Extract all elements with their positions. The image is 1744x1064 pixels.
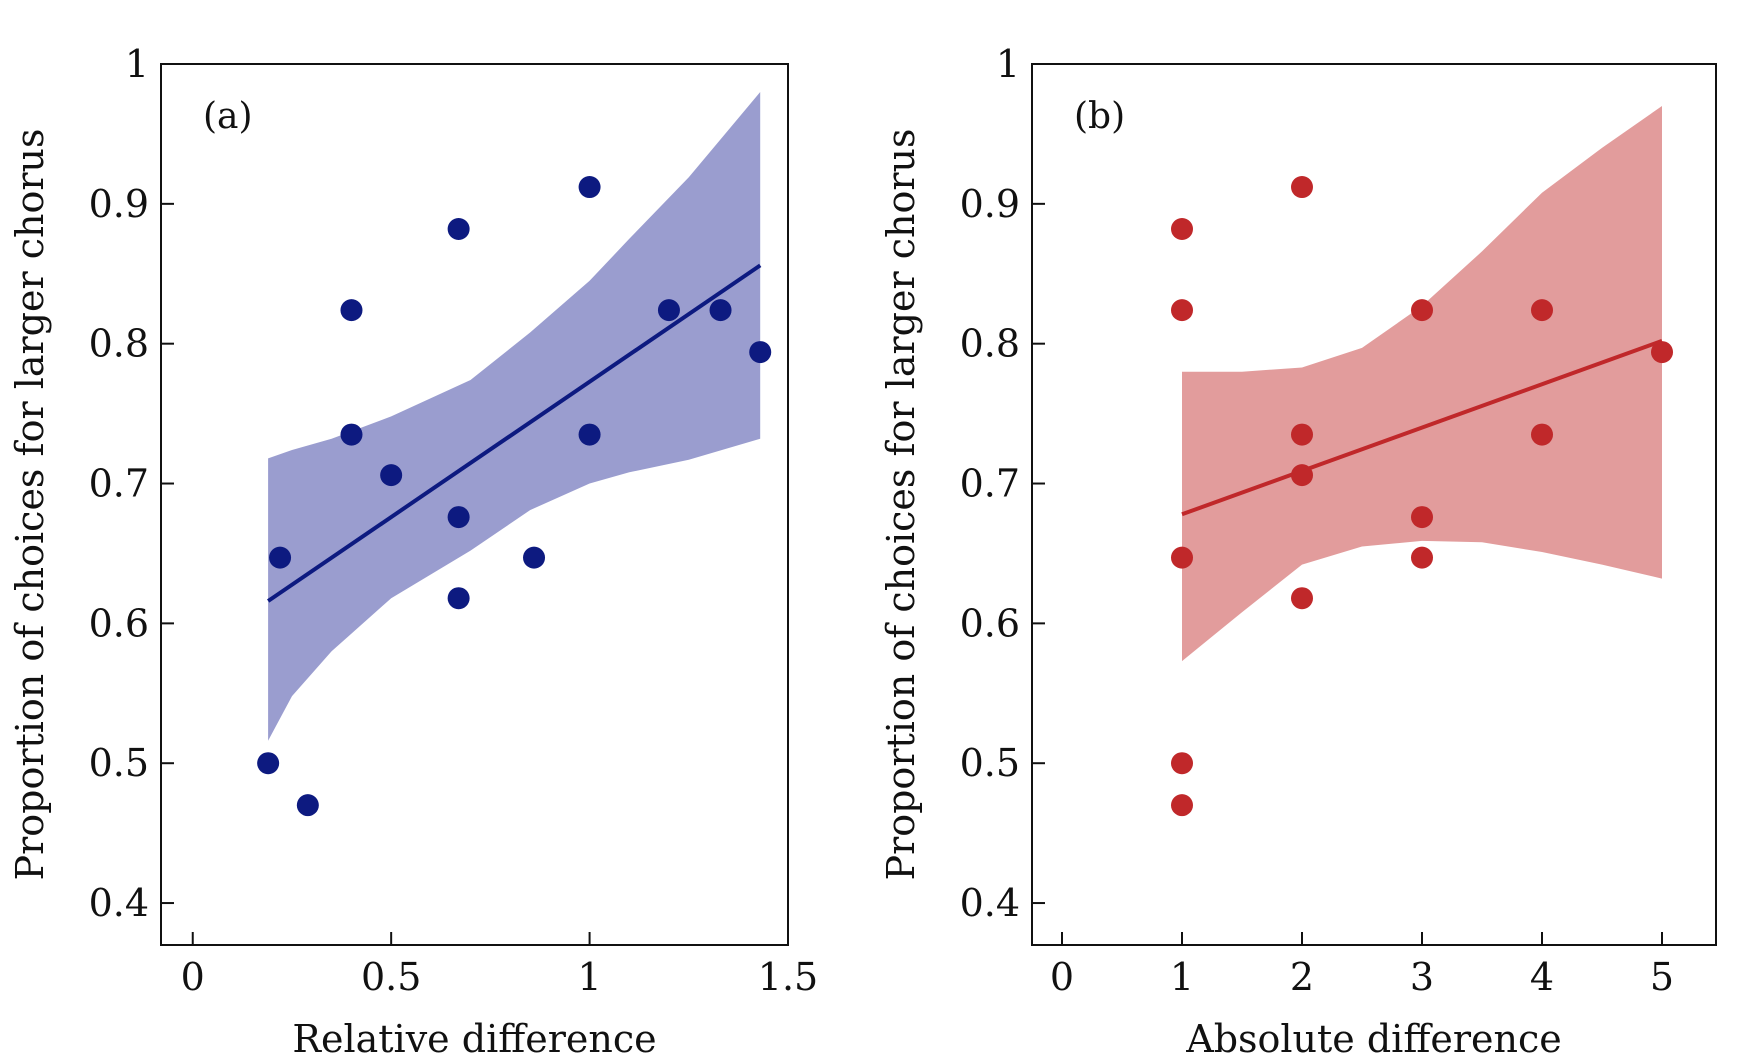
- data-point: [447, 587, 470, 610]
- data-point: [1291, 464, 1313, 487]
- y-tick-label: 0.5: [960, 741, 1020, 785]
- data-point: [1171, 752, 1193, 775]
- y-axis-label: Proportion of choices for larger chorus: [879, 129, 923, 881]
- y-tick-label: 1: [996, 42, 1020, 86]
- y-tick-label: 0.8: [89, 322, 149, 366]
- confidence-band-layer: [1182, 106, 1662, 662]
- y-tick-label: 0.7: [89, 462, 149, 506]
- y-tick-label: 1: [125, 42, 149, 86]
- x-ticks: 0 0.5 1 1.5: [181, 932, 818, 999]
- data-point: [380, 464, 403, 487]
- y-ticks: 0.4 0.5 0.6 0.7 0.8 0.9 1: [960, 42, 1045, 925]
- panel-label: (b): [1074, 96, 1125, 137]
- x-tick-label: 0: [181, 955, 205, 999]
- y-tick-label: 0.8: [960, 322, 1020, 366]
- fit-line-layer: [1181, 339, 1663, 517]
- data-point: [447, 218, 470, 241]
- x-tick-label: 1: [1170, 955, 1194, 999]
- y-tick-label: 0.6: [960, 601, 1020, 645]
- y-tick-label: 0.4: [960, 881, 1020, 925]
- data-point: [523, 546, 546, 569]
- y-tick-label: 0.9: [89, 182, 149, 226]
- points-layer: [257, 176, 772, 817]
- confidence-band: [268, 92, 761, 741]
- x-tick-label: 0.5: [361, 955, 421, 999]
- data-point: [1651, 341, 1673, 364]
- data-point: [1291, 423, 1313, 446]
- confidence-band-layer: [268, 92, 761, 741]
- x-axis-label: Absolute difference: [1185, 1017, 1561, 1061]
- data-point: [340, 423, 363, 446]
- data-point: [296, 794, 319, 817]
- panel-b: 0 1 2 3 4 5 0.4 0.5 0.6 0.7 0.8 0.9 1 (b) Absolute …: [879, 42, 1717, 1061]
- points-layer: [1171, 176, 1673, 817]
- data-point: [1411, 546, 1433, 569]
- data-point: [1411, 299, 1433, 322]
- x-tick-label: 3: [1410, 955, 1434, 999]
- x-axis-label: Relative difference: [292, 1017, 656, 1061]
- plot-frame: [160, 63, 789, 946]
- y-tick-label: 0.4: [89, 881, 149, 925]
- data-point: [1291, 176, 1313, 199]
- y-tick-label: 0.5: [89, 741, 149, 785]
- y-tick-label: 0.6: [89, 601, 149, 645]
- fit-line: [1181, 339, 1663, 517]
- data-point: [578, 423, 601, 446]
- panel-label: (a): [203, 96, 253, 137]
- data-point: [657, 299, 680, 322]
- x-tick-label: 4: [1530, 955, 1554, 999]
- data-point: [1291, 587, 1313, 610]
- y-tick-label: 0.9: [960, 182, 1020, 226]
- x-tick-label: 2: [1290, 955, 1314, 999]
- x-tick-label: 1: [577, 955, 601, 999]
- fit-line: [267, 263, 762, 603]
- x-tick-label: 1.5: [758, 955, 818, 999]
- data-point: [1531, 423, 1553, 446]
- x-tick-label: 0: [1050, 955, 1074, 999]
- y-tick-label: 0.7: [960, 462, 1020, 506]
- fit-line-layer: [267, 263, 762, 603]
- x-tick-label: 5: [1650, 955, 1674, 999]
- data-point: [1411, 506, 1433, 529]
- data-point: [447, 506, 470, 529]
- data-point: [578, 176, 601, 199]
- panel-a: 0 0.5 1 1.5 0.4 0.5 0.6 0.7 0.8 0.9 1 (a) Relativ…: [8, 42, 818, 1061]
- data-point: [1171, 299, 1193, 322]
- plot-frame: [1031, 63, 1717, 946]
- x-ticks: 0 1 2 3 4 5: [1050, 932, 1674, 999]
- data-point: [340, 299, 363, 322]
- y-ticks: 0.4 0.5 0.6 0.7 0.8 0.9 1: [89, 42, 174, 925]
- y-axis-label: Proportion of choices for larger chorus: [8, 129, 52, 881]
- data-point: [1171, 218, 1193, 241]
- data-point: [1171, 794, 1193, 817]
- data-point: [257, 752, 280, 775]
- data-point: [1531, 299, 1553, 322]
- confidence-band: [1182, 106, 1662, 662]
- data-point: [269, 546, 292, 569]
- data-point: [1171, 546, 1193, 569]
- data-point: [749, 341, 772, 364]
- data-point: [709, 299, 732, 322]
